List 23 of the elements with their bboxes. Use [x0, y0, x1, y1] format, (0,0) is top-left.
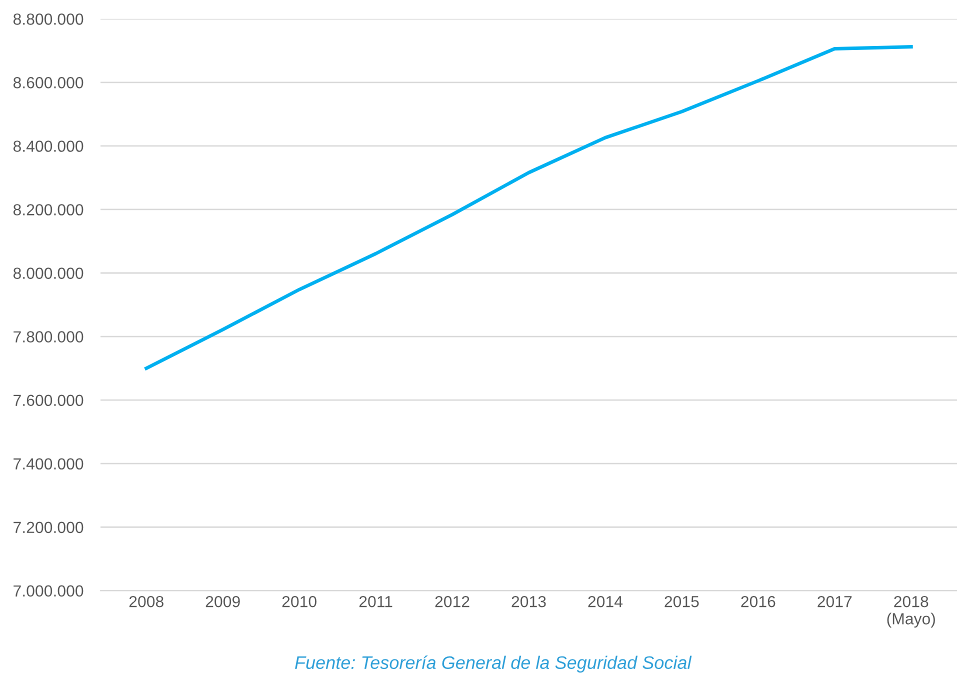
x-tick-label: 2015 — [664, 596, 699, 608]
y-tick-label: 7.600.000 — [14, 394, 84, 406]
x-tick-label: 2014 — [588, 596, 623, 608]
x-tick-label: 2010 — [282, 596, 316, 608]
y-tick-label: 8.400.000 — [13, 140, 84, 152]
x-tick-label: 2012 — [435, 596, 470, 608]
x-tick-label: 2008 — [129, 596, 164, 608]
x-tick-label: 2018 (Mayo) — [887, 596, 935, 628]
y-tick-label: 8.200.000 — [13, 204, 84, 216]
source-note: Fuente: Tesorería General de la Seguridad Social — [295, 656, 692, 673]
x-tick-label: 2013 — [512, 596, 546, 608]
y-tick-label: 8.600.000 — [13, 77, 84, 88]
x-tick-label: 2009 — [206, 596, 240, 608]
y-tick-label: 8.800.000 — [13, 14, 84, 25]
x-tick-label: 2017 — [818, 596, 852, 608]
y-tick-label: 7.400.000 — [14, 458, 84, 470]
y-tick-label: 7.000.000 — [14, 585, 84, 597]
y-tick-label: 7.800.000 — [14, 331, 84, 342]
x-tick-label: 2016 — [741, 596, 776, 608]
y-tick-label: 7.200.000 — [14, 522, 84, 534]
y-tick-label: 8.000.000 — [13, 268, 84, 279]
x-tick-label: 2011 — [359, 596, 392, 608]
line-series — [144, 45, 913, 370]
